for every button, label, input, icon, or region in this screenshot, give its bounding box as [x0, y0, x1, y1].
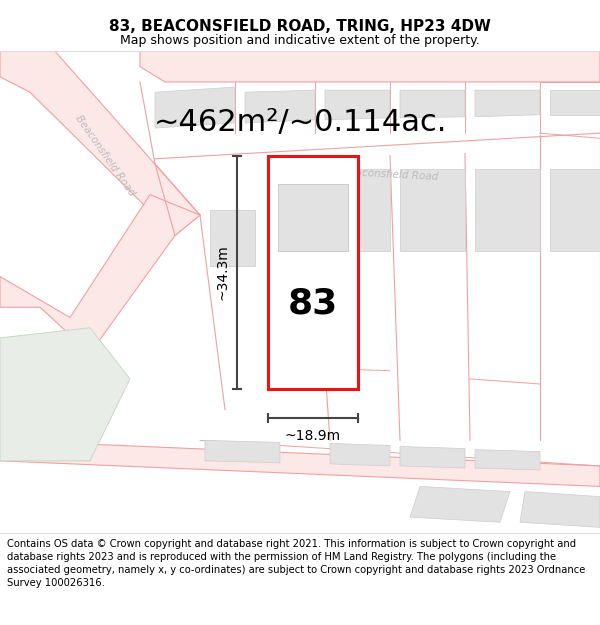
Text: Beaconsfield Road: Beaconsfield Road	[73, 113, 137, 198]
Polygon shape	[140, 51, 600, 82]
Polygon shape	[550, 169, 600, 251]
Text: ~18.9m: ~18.9m	[285, 429, 341, 443]
Text: Beaconsfield Road: Beaconsfield Road	[341, 167, 439, 182]
Polygon shape	[210, 210, 255, 266]
Text: 83, BEACONSFIELD ROAD, TRING, HP23 4DW: 83, BEACONSFIELD ROAD, TRING, HP23 4DW	[109, 19, 491, 34]
Polygon shape	[400, 90, 465, 118]
Polygon shape	[520, 491, 600, 528]
Polygon shape	[400, 169, 465, 251]
Polygon shape	[268, 156, 358, 389]
Polygon shape	[0, 441, 600, 486]
Polygon shape	[325, 90, 390, 120]
Polygon shape	[0, 51, 200, 236]
Polygon shape	[475, 169, 540, 251]
Polygon shape	[0, 194, 200, 353]
Text: Contains OS data © Crown copyright and database right 2021. This information is : Contains OS data © Crown copyright and d…	[7, 539, 586, 588]
Polygon shape	[155, 87, 235, 128]
Polygon shape	[330, 443, 390, 466]
Polygon shape	[0, 328, 130, 461]
Polygon shape	[475, 90, 540, 117]
Polygon shape	[205, 441, 280, 463]
Polygon shape	[245, 90, 315, 123]
Text: Map shows position and indicative extent of the property.: Map shows position and indicative extent…	[120, 34, 480, 47]
Polygon shape	[550, 90, 600, 115]
Text: ~462m²/~0.114ac.: ~462m²/~0.114ac.	[154, 108, 446, 138]
Polygon shape	[400, 446, 465, 468]
Polygon shape	[278, 184, 348, 251]
Polygon shape	[410, 486, 510, 522]
Text: 83: 83	[288, 286, 338, 320]
Text: ~34.3m: ~34.3m	[216, 244, 230, 300]
Polygon shape	[475, 449, 540, 470]
Polygon shape	[0, 379, 90, 446]
Polygon shape	[330, 169, 390, 251]
